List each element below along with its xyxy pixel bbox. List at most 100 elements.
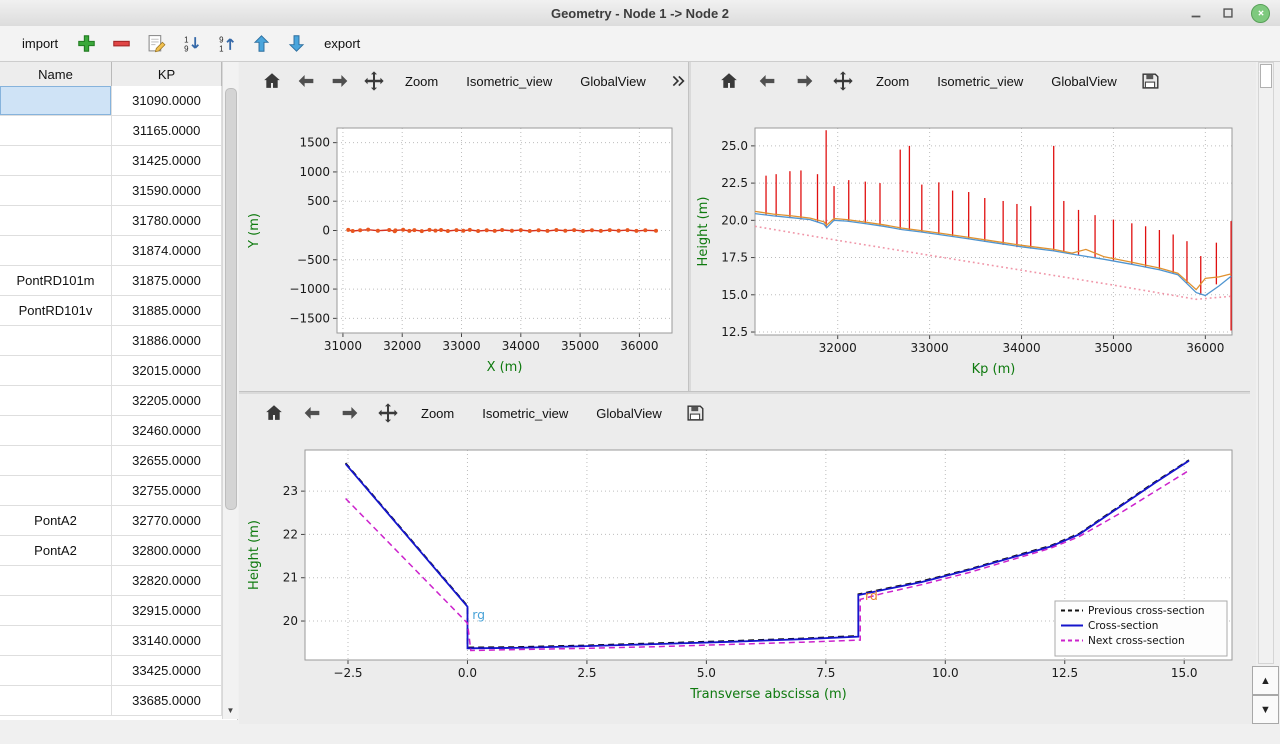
kp-cell[interactable]: 32800.0000 <box>112 536 222 565</box>
forward-icon[interactable] <box>329 68 351 94</box>
name-cell[interactable] <box>0 386 112 415</box>
export-button[interactable]: export <box>324 36 361 51</box>
name-cell[interactable]: PontA2 <box>0 536 112 565</box>
name-cell[interactable] <box>0 116 112 145</box>
kp-cell[interactable]: 31590.0000 <box>112 176 222 205</box>
save-icon[interactable] <box>1137 68 1163 94</box>
zoom-button[interactable]: Zoom <box>405 73 439 89</box>
kp-cell[interactable]: 31780.0000 <box>112 206 222 235</box>
kp-cell[interactable]: 31090.0000 <box>112 86 222 115</box>
name-cell[interactable] <box>0 236 112 265</box>
table-scrollbar[interactable]: ▼ <box>222 62 238 719</box>
back-icon[interactable] <box>754 68 780 94</box>
global-view-button[interactable]: GlobalView <box>1051 73 1117 89</box>
window-controls <box>1187 0 1270 26</box>
svg-text:32000: 32000 <box>383 339 421 353</box>
table-row: PontRD101v 31885.0000 <box>0 296 222 326</box>
name-cell[interactable] <box>0 356 112 385</box>
name-cell[interactable] <box>0 176 112 205</box>
scroll-down-button[interactable]: ▼ <box>1252 695 1279 724</box>
close-button[interactable] <box>1251 3 1270 23</box>
right-scrollbar-thumb[interactable] <box>1260 64 1272 88</box>
kp-cell[interactable]: 32755.0000 <box>112 476 222 505</box>
isometric-view-button[interactable]: Isometric_view <box>937 73 1024 89</box>
name-cell[interactable] <box>0 596 112 625</box>
svg-text:25.0: 25.0 <box>721 139 748 153</box>
kp-cell[interactable]: 32655.0000 <box>112 446 222 475</box>
back-icon[interactable] <box>299 400 325 426</box>
edit-icon[interactable] <box>145 33 167 55</box>
column-header-name[interactable]: Name <box>0 62 112 86</box>
kp-cell[interactable]: 32770.0000 <box>112 506 222 535</box>
maximize-button[interactable] <box>1219 5 1236 22</box>
isometric-view-button[interactable]: Isometric_view <box>482 405 569 421</box>
name-cell[interactable] <box>0 656 112 685</box>
overflow-icon[interactable] <box>666 68 688 94</box>
name-cell[interactable]: PontA2 <box>0 506 112 535</box>
remove-icon[interactable] <box>110 33 132 55</box>
name-cell[interactable]: PontRD101m <box>0 266 112 295</box>
name-cell[interactable] <box>0 86 112 115</box>
kp-cell[interactable]: 31165.0000 <box>112 116 222 145</box>
pan-icon[interactable] <box>830 68 856 94</box>
profile-plot[interactable]: 32000 33000 34000 35000 36000 12.5 15.0 17.5 20.… <box>690 102 1250 392</box>
save-icon[interactable] <box>682 400 708 426</box>
table-scrollbar-thumb[interactable] <box>225 88 237 510</box>
zoom-button[interactable]: Zoom <box>876 73 910 89</box>
isometric-view-button[interactable]: Isometric_view <box>466 73 553 89</box>
minimize-button[interactable] <box>1187 5 1204 22</box>
home-icon[interactable] <box>716 68 742 94</box>
kp-cell[interactable]: 32460.0000 <box>112 416 222 445</box>
svg-text:20: 20 <box>283 614 298 628</box>
import-button[interactable]: import <box>22 36 59 51</box>
name-cell[interactable] <box>0 626 112 655</box>
name-cell[interactable] <box>0 416 112 445</box>
kp-cell[interactable]: 33685.0000 <box>112 686 222 715</box>
name-cell[interactable] <box>0 476 112 505</box>
scroll-up-button[interactable]: ▲ <box>1252 666 1279 695</box>
name-cell[interactable] <box>0 326 112 355</box>
name-cell[interactable] <box>0 446 112 475</box>
name-cell[interactable] <box>0 206 112 235</box>
forward-icon[interactable] <box>792 68 818 94</box>
name-cell[interactable] <box>0 566 112 595</box>
svg-text:22: 22 <box>283 527 298 541</box>
kp-cell[interactable]: 32205.0000 <box>112 386 222 415</box>
table-scroll-down-icon[interactable]: ▼ <box>226 705 235 715</box>
back-icon[interactable] <box>295 68 317 94</box>
kp-cell[interactable]: 31425.0000 <box>112 146 222 175</box>
name-cell[interactable]: PontRD101v <box>0 296 112 325</box>
zoom-button[interactable]: Zoom <box>421 405 455 421</box>
name-cell[interactable] <box>0 146 112 175</box>
svg-text:rg: rg <box>472 607 485 622</box>
right-scrollbar[interactable] <box>1258 62 1274 664</box>
horizontal-splitter[interactable] <box>239 391 1250 394</box>
table-row: PontRD101m 31875.0000 <box>0 266 222 296</box>
pan-icon[interactable] <box>375 400 401 426</box>
home-icon[interactable] <box>261 68 283 94</box>
home-icon[interactable] <box>261 400 287 426</box>
global-view-button[interactable]: GlobalView <box>580 73 646 89</box>
kp-cell[interactable]: 33425.0000 <box>112 656 222 685</box>
kp-cell[interactable]: 32820.0000 <box>112 566 222 595</box>
svg-text:35000: 35000 <box>1094 341 1132 355</box>
kp-cell[interactable]: 31874.0000 <box>112 236 222 265</box>
kp-cell[interactable]: 32915.0000 <box>112 596 222 625</box>
kp-cell[interactable]: 31885.0000 <box>112 296 222 325</box>
kp-cell[interactable]: 31886.0000 <box>112 326 222 355</box>
move-up-icon[interactable] <box>250 33 272 55</box>
xy-plot[interactable]: 31000 32000 33000 34000 35000 36000 −1500 −1000… <box>241 102 687 392</box>
kp-cell[interactable]: 31875.0000 <box>112 266 222 295</box>
move-down-icon[interactable] <box>285 33 307 55</box>
column-header-kp[interactable]: KP <box>112 62 222 86</box>
add-icon[interactable] <box>75 33 97 55</box>
kp-cell[interactable]: 32015.0000 <box>112 356 222 385</box>
kp-cell[interactable]: 33140.0000 <box>112 626 222 655</box>
global-view-button[interactable]: GlobalView <box>596 405 662 421</box>
forward-icon[interactable] <box>337 400 363 426</box>
cross-section-plot[interactable]: −2.5 0.0 2.5 5.0 7.5 10.0 12.5 15.0 20 21 22 23 rg rd… <box>241 434 1250 724</box>
pan-icon[interactable] <box>363 68 385 94</box>
name-cell[interactable] <box>0 686 112 715</box>
